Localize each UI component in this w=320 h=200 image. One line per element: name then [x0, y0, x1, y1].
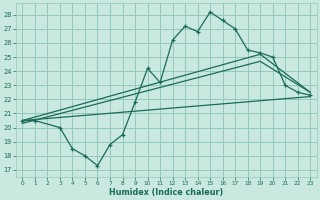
X-axis label: Humidex (Indice chaleur): Humidex (Indice chaleur) — [109, 188, 223, 197]
